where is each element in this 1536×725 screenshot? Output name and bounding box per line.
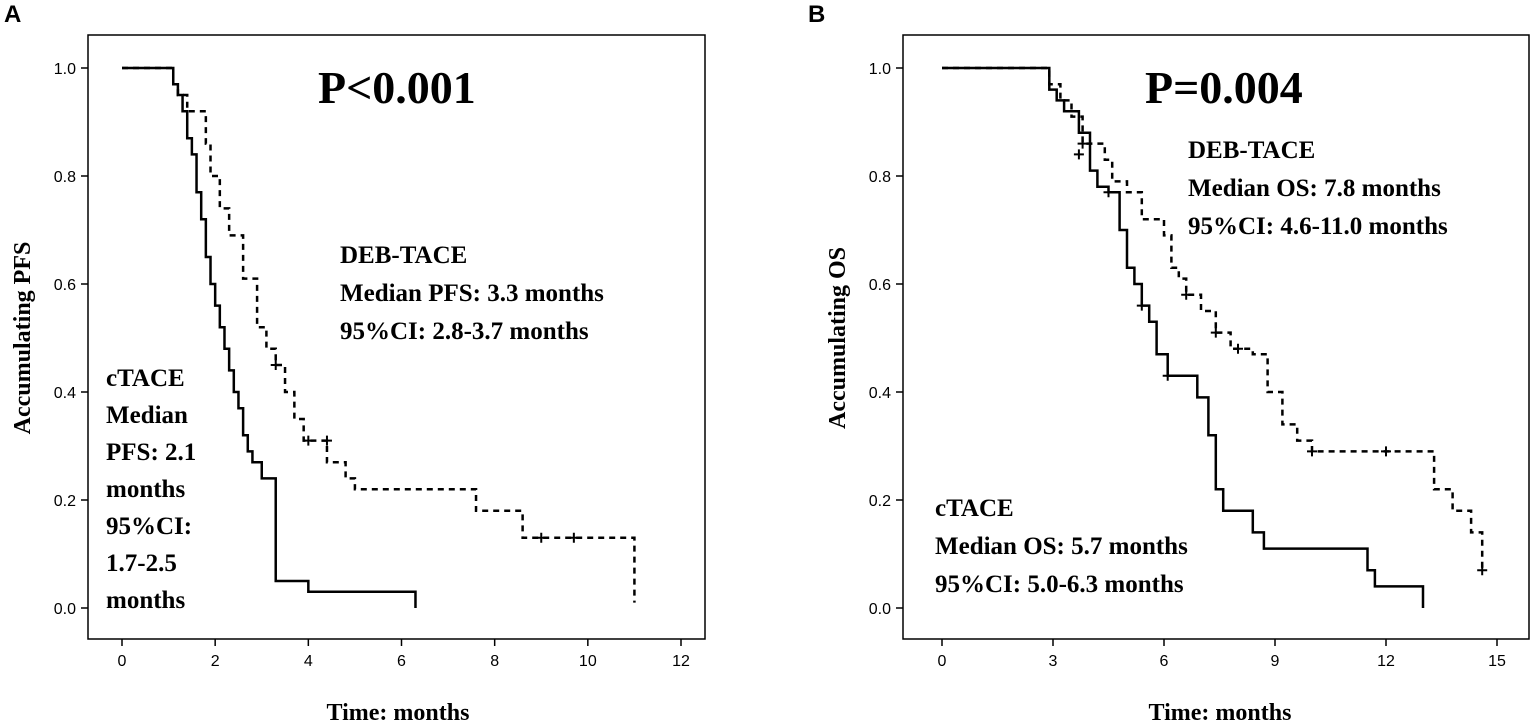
panel-b-label: B — [808, 1, 825, 28]
panel-b-ctace-censor-mark — [1073, 149, 1084, 160]
panel-b-ctace-title: cTACE — [935, 495, 1014, 522]
panel-a-curves — [122, 66, 636, 608]
panel-a-x-tick-label: 8 — [490, 653, 499, 670]
panel-b-deb-tace-censor-mark — [1077, 138, 1088, 149]
panel-a-y-tick-label: 0.2 — [54, 493, 76, 510]
panel-b-curves — [942, 66, 1488, 608]
panel-b-x-tick-label: 12 — [1377, 653, 1395, 670]
panel-a-deb-title: DEB-TACE — [340, 242, 467, 269]
panel-b-deb-tace-censor-mark — [1233, 343, 1243, 354]
panel-b-deb-tace-censor-mark — [1477, 565, 1488, 576]
panel-b-ctace-censor-mark — [1136, 300, 1147, 311]
panel-a-deb-median: Median PFS: 3.3 months — [340, 280, 604, 307]
panel-b-ctace-censor-mark — [1162, 370, 1173, 381]
panel-a-y-ticks: 0.0 0.2 0.4 0.6 0.8 1.0 — [54, 61, 88, 618]
panel-b-ctace-median: Median OS: 5.7 months — [935, 533, 1188, 560]
panel-b-y-tick-label: 0.6 — [869, 277, 891, 294]
panel-a-x-tick-label: 0 — [118, 653, 127, 670]
panel-a-x-ticks: 0 2 4 6 8 10 12 — [118, 639, 690, 670]
panel-a-y-tick-label: 0.8 — [54, 169, 76, 186]
panel-b-deb-tace-censor-mark — [1307, 446, 1317, 457]
panel-b: B 0 3 6 9 12 15 0.0 0.2 0.4 0.6 0.8 1.0 Time: mont… — [808, 1, 1530, 725]
panel-a-deb-tace-censor-mark — [270, 360, 281, 370]
panel-b-deb-annotation: DEB-TACE Median OS: 7.8 months 95%CI: 4.… — [1188, 137, 1448, 240]
panel-b-deb-tace-censor-mark — [1181, 289, 1192, 300]
panel-a-ctace-annotation: cTACE Median PFS: 2.1 months 95%CI: 1.7-… — [106, 365, 196, 614]
panel-a-x-tick-label: 12 — [672, 653, 690, 670]
panel-b-ctace-ci: 95%CI: 5.0-6.3 months — [935, 571, 1184, 598]
panel-b-deb-title: DEB-TACE — [1188, 137, 1315, 164]
panel-a-ctace-title: cTACE — [106, 365, 185, 392]
panel-b-y-tick-label: 1.0 — [869, 61, 891, 78]
panel-a-y-tick-label: 0.6 — [54, 277, 76, 294]
panel-b-y-tick-label: 0.8 — [869, 169, 891, 186]
panel-b-y-tick-label: 0.4 — [869, 385, 891, 402]
panel-b-ctace-curve — [942, 66, 1425, 608]
panel-a-ctace-line-6: 1.7-2.5 — [106, 550, 177, 577]
panel-b-deb-tace-censor-mark — [1210, 327, 1221, 338]
panel-a-ylabel: Accumulating PFS — [10, 242, 36, 435]
panel-a-deb-ci: 95%CI: 2.8-3.7 months — [340, 318, 589, 345]
panel-b-deb-median: Median OS: 7.8 months — [1188, 175, 1441, 202]
panel-a-xlabel: Time: months — [327, 700, 470, 725]
panel-b-y-ticks: 0.0 0.2 0.4 0.6 0.8 1.0 — [869, 61, 903, 618]
panel-a-frame — [87, 34, 706, 640]
panel-a-x-tick-label: 4 — [304, 653, 313, 670]
panel-a-ctace-line-5: 95%CI: — [106, 513, 192, 540]
panel-b-x-tick-label: 9 — [1271, 653, 1280, 670]
panel-b-p-value: P=0.004 — [1145, 62, 1303, 113]
panel-a-p-value: P<0.001 — [318, 62, 476, 113]
panel-b-y-tick-label: 0.2 — [869, 493, 891, 510]
panel-b-deb-tace-censor-mark — [1381, 446, 1391, 457]
panel-a-x-tick-label: 6 — [397, 653, 406, 670]
panel-a-deb-annotation: DEB-TACE Median PFS: 3.3 months 95%CI: 2… — [340, 242, 604, 345]
panel-a-deb-tace-censor-mark — [303, 435, 314, 446]
panel-a-y-tick-label: 0.4 — [54, 385, 76, 402]
panel-a: A 0 2 4 6 8 10 12 0.0 0.2 0.4 0.6 0.8 1.0 Time: mon… — [4, 1, 706, 725]
panel-a-ctace-line-2: Median — [106, 402, 188, 429]
panel-b-ctace-annotation: cTACE Median OS: 5.7 months 95%CI: 5.0-6… — [935, 495, 1188, 598]
panel-b-x-tick-label: 3 — [1049, 653, 1058, 670]
panel-a-y-tick-label: 1.0 — [54, 61, 76, 78]
panel-b-ylabel: Accumulating OS — [825, 247, 851, 429]
panel-a-ctace-line-4: months — [106, 476, 185, 503]
panel-a-x-tick-label: 2 — [211, 653, 220, 670]
panel-b-y-tick-label: 0.0 — [869, 601, 891, 618]
panel-b-deb-ci: 95%CI: 4.6-11.0 months — [1188, 213, 1448, 240]
panel-a-ctace-line-3: PFS: 2.1 — [106, 439, 196, 466]
panel-a-deb-tace-censor-mark — [536, 532, 547, 543]
panel-a-deb-tace-censor-mark — [321, 435, 332, 446]
panel-a-x-tick-label: 10 — [579, 653, 597, 670]
panel-a-label: A — [4, 1, 21, 28]
panel-a-deb-tace-censor-mark — [568, 532, 579, 543]
panel-b-x-ticks: 0 3 6 9 12 15 — [938, 639, 1506, 670]
panel-b-ctace-censor-mark — [1103, 187, 1114, 198]
panel-a-ctace-line-7: months — [106, 587, 185, 614]
panel-b-xlabel: Time: months — [1149, 700, 1292, 725]
panel-b-x-tick-label: 0 — [938, 653, 947, 670]
panel-b-x-tick-label: 15 — [1488, 653, 1506, 670]
panel-b-x-tick-label: 6 — [1160, 653, 1169, 670]
panel-a-ctace-curve — [122, 66, 417, 608]
panel-a-y-tick-label: 0.0 — [54, 601, 76, 618]
panel-b-frame — [902, 34, 1530, 640]
